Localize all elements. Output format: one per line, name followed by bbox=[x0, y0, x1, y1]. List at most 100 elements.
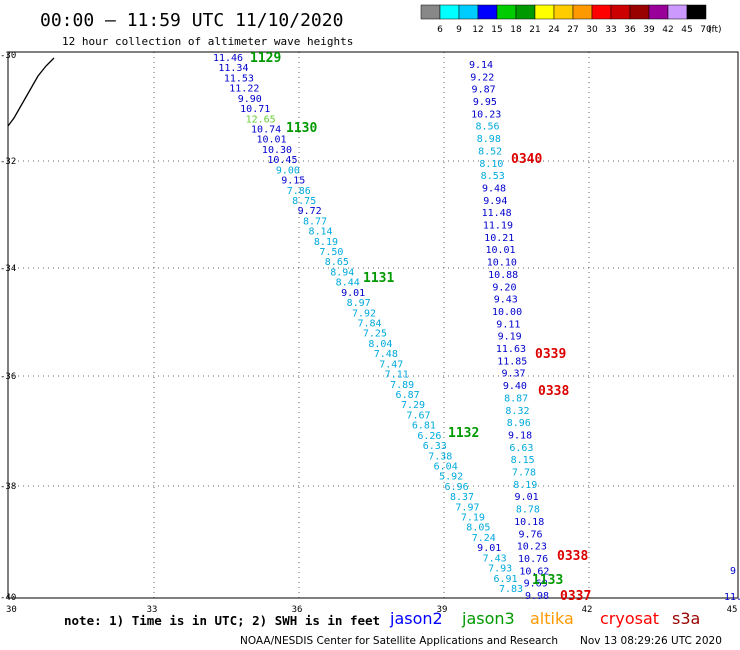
wave-height-label: 10.45 bbox=[267, 155, 297, 166]
wave-height-label: 11.46 bbox=[213, 53, 243, 64]
satellite-name: jason3 bbox=[461, 609, 515, 628]
legend-swatch bbox=[439, 4, 460, 20]
edge-wave-label: 9 bbox=[730, 566, 736, 577]
pass-time-labels: 1129 1130 1131 1132 1133 0340 0339 0338 0338 0337 bbox=[250, 51, 591, 604]
edge-values: 911.5 bbox=[724, 566, 740, 603]
legend-label: 6 bbox=[437, 25, 443, 35]
wave-height-label: 9.94 bbox=[483, 196, 507, 207]
wave-height-label: 7.92 bbox=[352, 308, 376, 319]
y-tick-label: -34 bbox=[0, 264, 16, 274]
wave-height-label: 9.87 bbox=[472, 85, 496, 96]
footer-note: note: 1) Time is in UTC; 2) SWH is in fe… bbox=[64, 613, 380, 628]
wave-height-label: 9.43 bbox=[494, 295, 518, 306]
wave-height-label: 10.74 bbox=[251, 124, 281, 135]
wave-height-label: 9.01 bbox=[341, 288, 365, 299]
pass-time-label: 1131 bbox=[363, 271, 394, 286]
legend-label: 24 bbox=[548, 25, 560, 35]
wave-height-label: 8.96 bbox=[507, 418, 531, 429]
wave-height-label: 6.26 bbox=[417, 431, 441, 442]
legend-label: 9 bbox=[456, 25, 462, 35]
wave-height-label: 8.05 bbox=[466, 523, 490, 534]
wave-height-label: 9.37 bbox=[502, 369, 526, 380]
wave-height-label: 10.10 bbox=[487, 258, 517, 269]
wave-height-label: 9.90 bbox=[238, 94, 262, 105]
footer-credit: NOAA/NESDIS Center for Satellite Applica… bbox=[240, 635, 558, 647]
pass-time-label: 0338 bbox=[538, 384, 569, 399]
wave-height-label: 7.50 bbox=[319, 247, 343, 258]
wave-height-label: 7.93 bbox=[488, 564, 512, 575]
wave-height-label: 10.76 bbox=[518, 554, 548, 565]
wave-height-label: 10.21 bbox=[484, 233, 514, 244]
wave-height-label: 8.56 bbox=[475, 122, 499, 133]
wave-height-label: 6.04 bbox=[434, 461, 458, 472]
wave-height-label: 9.76 bbox=[518, 529, 542, 540]
wave-height-label: 9.00 bbox=[276, 165, 300, 176]
wave-height-label: 10.23 bbox=[517, 542, 547, 553]
legend-label: 12 bbox=[472, 25, 483, 35]
wave-height-label: 8.98 bbox=[477, 134, 501, 145]
wave-height-tracks: 11.4611.3411.5311.229.9010.7112.6510.741… bbox=[213, 53, 550, 602]
wave-height-label: 9.01 bbox=[477, 543, 501, 554]
wave-height-label: 10.18 bbox=[514, 517, 544, 528]
legend-swatch bbox=[534, 4, 555, 20]
wave-height-label: 6.87 bbox=[396, 390, 420, 401]
legend-label: 36 bbox=[624, 25, 636, 35]
wave-height-label: 8.19 bbox=[314, 237, 338, 248]
y-tick-label: -36 bbox=[0, 372, 16, 382]
wave-height-label: 11.63 bbox=[496, 344, 526, 355]
wave-height-label: 8.52 bbox=[478, 146, 502, 157]
wave-height-label: 9.98 bbox=[525, 591, 549, 602]
wave-height-label: 7.48 bbox=[374, 349, 398, 360]
y-tick-label: -40 bbox=[0, 593, 16, 603]
wave-height-label: 9.22 bbox=[470, 72, 494, 83]
wave-height-label: 8.97 bbox=[347, 298, 371, 309]
wave-height-label: 7.29 bbox=[401, 400, 425, 411]
wave-height-label: 7.97 bbox=[455, 502, 479, 513]
wave-height-label: 7.78 bbox=[512, 468, 536, 479]
y-tick-label: -38 bbox=[0, 482, 16, 492]
wave-height-label: 11.34 bbox=[218, 63, 248, 74]
wave-height-label: 7.84 bbox=[357, 319, 381, 330]
x-tick-label: 42 bbox=[582, 605, 593, 615]
legend-label: 21 bbox=[529, 25, 540, 35]
wave-height-label: 8.77 bbox=[303, 216, 327, 227]
coastline bbox=[7, 57, 55, 127]
legend-label: 30 bbox=[586, 25, 598, 35]
pass-time-label: 1132 bbox=[448, 426, 479, 441]
wave-height-label: 10.71 bbox=[240, 104, 270, 115]
wave-height-label: 10.23 bbox=[471, 109, 501, 120]
wave-height-label: 6.81 bbox=[412, 421, 436, 432]
wave-height-label: 10.01 bbox=[256, 135, 286, 146]
wave-height-label: 7.83 bbox=[499, 584, 523, 595]
wave-height-label: 11.22 bbox=[229, 84, 259, 95]
legend-label: 33 bbox=[605, 25, 616, 35]
wave-height-label: 12.65 bbox=[246, 114, 276, 125]
edge-wave-label: 11.5 bbox=[724, 592, 740, 603]
wave-height-label: 6.91 bbox=[494, 574, 518, 585]
legend-label: 39 bbox=[643, 25, 655, 35]
wave-height-label: 9.48 bbox=[482, 183, 506, 194]
wave-height-label: 9.69 bbox=[524, 579, 548, 590]
wave-height-label: 7.47 bbox=[379, 359, 403, 370]
wave-height-label: 6.63 bbox=[509, 443, 533, 454]
wave-height-label: 8.32 bbox=[505, 406, 529, 417]
wave-height-label: 7.43 bbox=[483, 553, 507, 564]
wave-height-label: 10.88 bbox=[488, 270, 518, 281]
legend-swatch bbox=[629, 4, 650, 20]
wave-height-label: 8.78 bbox=[516, 505, 540, 516]
wave-height-label: 8.44 bbox=[336, 278, 360, 289]
satellite-name: cryosat bbox=[600, 609, 659, 628]
wave-height-label: 7.25 bbox=[363, 329, 387, 340]
wave-height-label: 9.14 bbox=[469, 60, 493, 71]
wave-height-label: 11.53 bbox=[224, 73, 254, 84]
wave-height-label: 7.24 bbox=[472, 533, 496, 544]
legend-swatch bbox=[496, 4, 517, 20]
legend-swatch bbox=[610, 4, 631, 20]
wave-height-label: 8.94 bbox=[330, 267, 354, 278]
wave-height-label: 10.01 bbox=[485, 245, 515, 256]
wave-height-label: 8.19 bbox=[513, 480, 537, 491]
wave-height-label: 10.62 bbox=[519, 566, 549, 577]
pass-time-label: 0338 bbox=[557, 549, 588, 564]
wave-height-label: 9.11 bbox=[496, 319, 520, 330]
map-title: 00:00 — 11:59 UTC 11/10/2020 bbox=[40, 10, 343, 31]
